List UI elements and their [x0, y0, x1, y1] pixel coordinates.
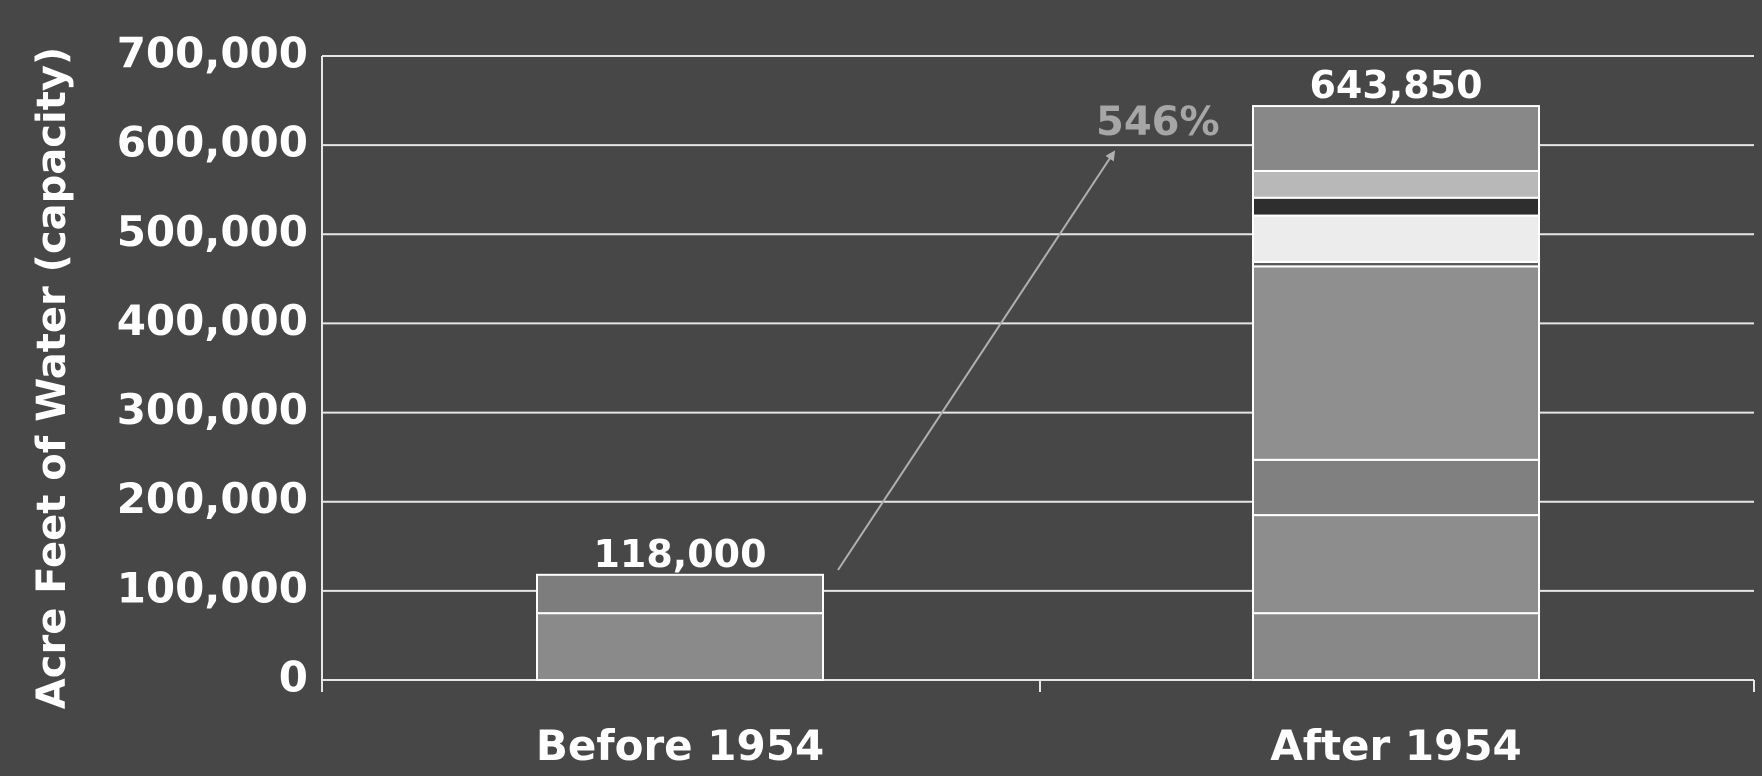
y-tick-label: 100,000 — [117, 563, 308, 612]
y-tick-label: 200,000 — [117, 474, 308, 523]
y-tick-label: 700,000 — [117, 29, 308, 78]
x-category-label: Before 1954 — [536, 721, 824, 770]
gridlines — [322, 55, 1754, 592]
bar-segment — [536, 573, 824, 615]
data-labels: 118,000 Before 1954 643,850 After 1954 — [536, 63, 1522, 770]
bar-segment — [1252, 514, 1540, 615]
y-tick-label: 500,000 — [117, 207, 308, 256]
y-tick-label: 0 — [279, 653, 308, 702]
y-tick-label: 600,000 — [117, 118, 308, 167]
y-axis-label: Acre Feet of Water (capacity) — [29, 47, 75, 709]
bar-segment — [1252, 105, 1540, 172]
x-category-label: After 1954 — [1270, 721, 1522, 770]
growth-annotation: 546% — [1096, 99, 1220, 145]
bar-segment — [1252, 458, 1540, 517]
growth-arrow — [837, 150, 1116, 571]
bar-total-label: 643,850 — [1309, 63, 1482, 107]
y-tick-label: 400,000 — [117, 296, 308, 345]
bar-segment — [1252, 265, 1540, 461]
bar-segment — [1252, 612, 1540, 682]
bar-segment — [1252, 196, 1540, 217]
bar-segment — [1252, 214, 1540, 263]
y-tick-labels: 0 100,000 200,000 300,000 400,000 500,000 600,… — [117, 29, 308, 702]
bar-total-label: 118,000 — [593, 532, 766, 576]
bar-segment — [536, 612, 824, 682]
bar-segment — [1252, 169, 1540, 199]
bars — [536, 105, 1540, 682]
y-tick-label: 300,000 — [117, 385, 308, 434]
